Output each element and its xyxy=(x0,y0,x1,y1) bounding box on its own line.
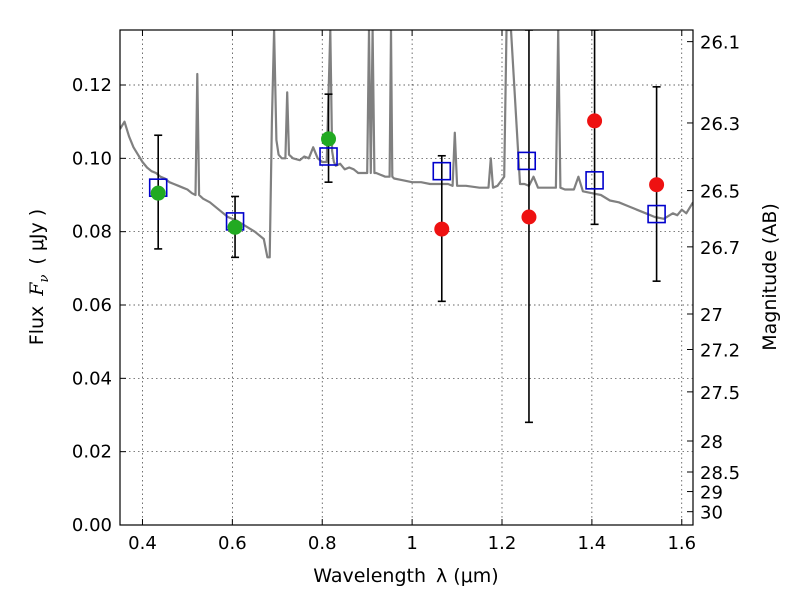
x-axis-ticks: 0.4 0.6 0.8 1 1.2 1.4 1.6 xyxy=(128,30,696,554)
y-tick-label: 0.06 xyxy=(72,295,112,316)
grid-lines xyxy=(120,30,693,526)
mag-tick-label: 30 xyxy=(700,503,723,524)
mag-tick-label: 26.3 xyxy=(700,114,740,135)
observed-green-point xyxy=(321,131,337,147)
mag-tick-label: 26.7 xyxy=(700,238,740,259)
x-tick-label: 1.2 xyxy=(488,533,517,554)
x-tick-label: 0.4 xyxy=(128,533,157,554)
observed-green-point xyxy=(227,219,243,235)
mag-tick-label: 29 xyxy=(700,483,723,504)
y2-axis-label: Magnitude (AB) xyxy=(759,203,781,351)
y-tick-label: 0.04 xyxy=(72,368,112,389)
plot-series xyxy=(120,30,693,424)
x-tick-label: 1.4 xyxy=(578,533,607,554)
plot-frame xyxy=(119,29,694,526)
mag-tick-label: 27.5 xyxy=(700,383,740,404)
y-axis-ticks: 0.00 0.02 0.04 0.06 0.08 0.10 0.12 xyxy=(72,75,126,536)
model-square-marker xyxy=(647,204,666,224)
model-flux-markers xyxy=(148,147,666,231)
x-tick-label: 0.8 xyxy=(308,533,337,554)
observed-green-point xyxy=(150,185,166,201)
model-square-marker xyxy=(517,151,537,171)
observed-red-point xyxy=(521,209,537,225)
x-tick-label: 1.6 xyxy=(667,533,696,554)
x-tick-label: 1 xyxy=(406,533,417,554)
observed-flux-markers xyxy=(150,113,665,237)
mag-tick-label: 26.5 xyxy=(700,182,740,203)
observed-red-point xyxy=(434,221,450,237)
y-tick-label: 0.12 xyxy=(72,75,112,96)
y-tick-label: 0.00 xyxy=(72,515,112,536)
model-square-marker xyxy=(432,161,452,181)
x-tick-label: 0.6 xyxy=(218,533,247,554)
x-axis-label: Wavelength λ (μm) xyxy=(313,565,498,587)
sed-model-line xyxy=(120,30,693,259)
mag-tick-label: 26.1 xyxy=(700,33,740,54)
y-tick-label: 0.08 xyxy=(72,222,112,243)
mag-tick-label: 27 xyxy=(700,305,723,326)
y-axis-label: FluxFν( μJy ) xyxy=(26,209,52,345)
observed-red-point xyxy=(587,113,603,129)
observed-red-point xyxy=(649,177,665,193)
mag-tick-label: 28 xyxy=(700,432,723,453)
mag-tick-label: 28.5 xyxy=(700,463,740,484)
mag-tick-label: 27.2 xyxy=(700,341,740,362)
y-tick-label: 0.10 xyxy=(72,148,112,169)
model-square-marker xyxy=(585,171,604,190)
model-square-marker xyxy=(319,147,338,166)
y-tick-label: 0.02 xyxy=(72,442,112,463)
